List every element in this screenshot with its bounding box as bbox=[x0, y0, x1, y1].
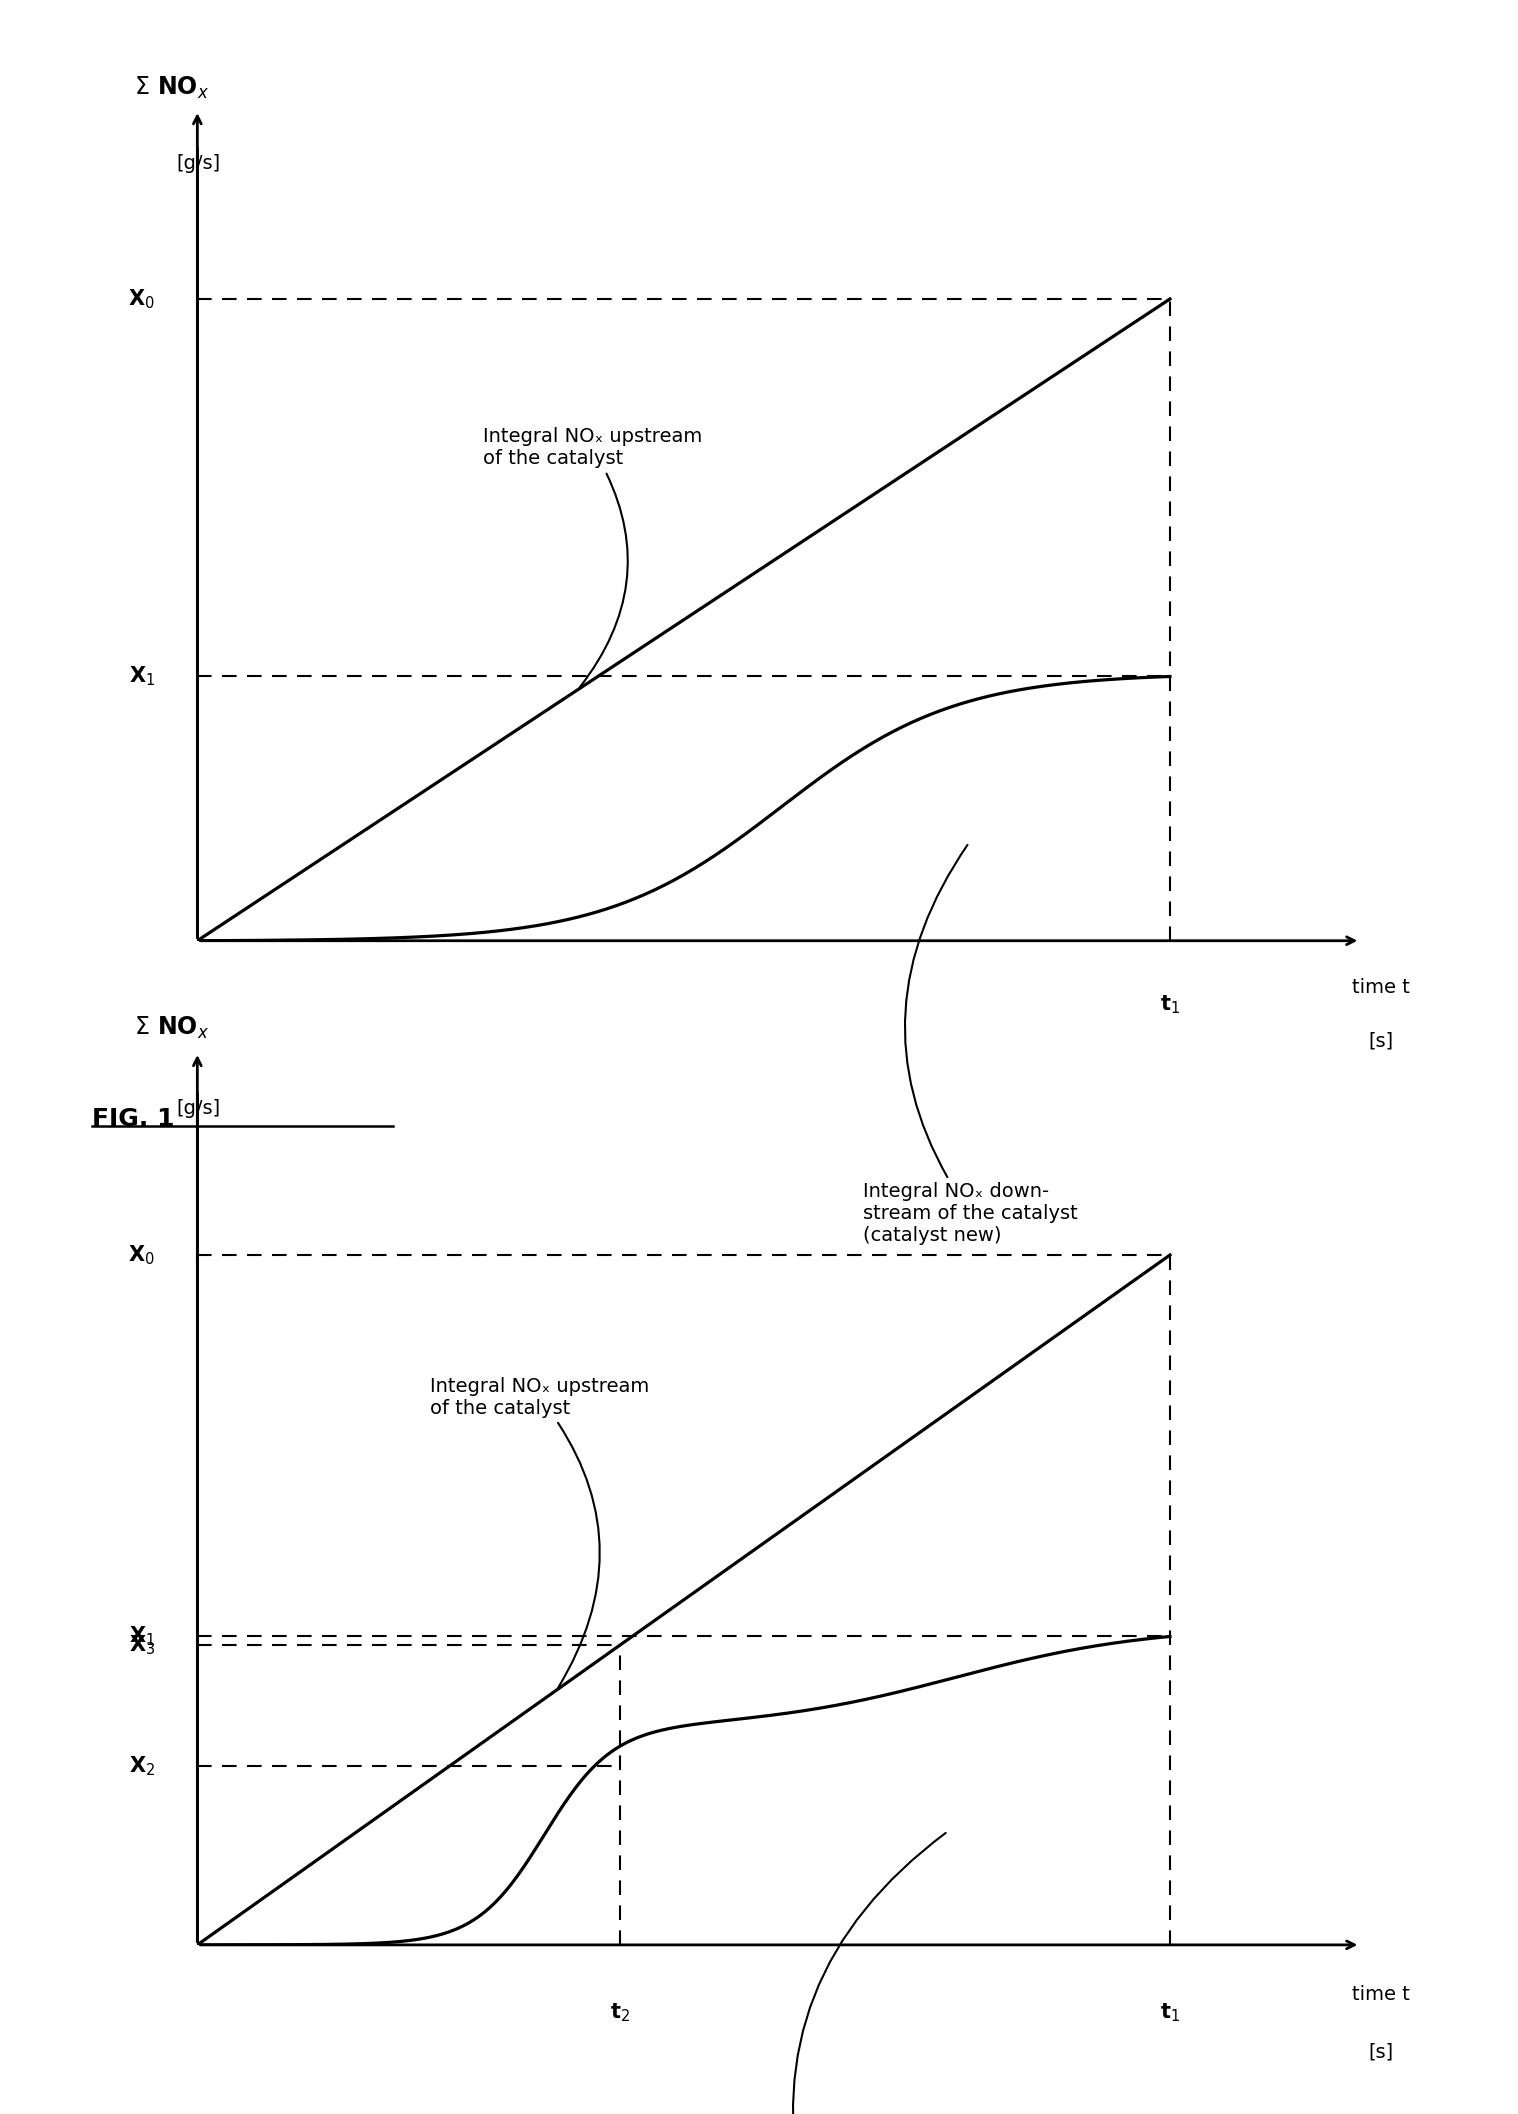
Text: t$_2$: t$_2$ bbox=[610, 2002, 630, 2025]
Text: Integral NOₓ down-
stream of the catalyst
(catalyst old): Integral NOₓ down- stream of the catalys… bbox=[704, 1833, 946, 2114]
Text: time t: time t bbox=[1353, 1985, 1410, 2004]
Text: Integral NOₓ upstream
of the catalyst: Integral NOₓ upstream of the catalyst bbox=[483, 427, 701, 687]
Text: $\Sigma$ NO$_x$: $\Sigma$ NO$_x$ bbox=[134, 74, 209, 101]
Text: time t: time t bbox=[1353, 979, 1410, 998]
Text: [g/s]: [g/s] bbox=[176, 154, 220, 173]
Text: FIG. 1: FIG. 1 bbox=[91, 1108, 175, 1131]
Text: Integral NOₓ down-
stream of the catalyst
(catalyst new): Integral NOₓ down- stream of the catalys… bbox=[864, 846, 1078, 1245]
Text: X$_2$: X$_2$ bbox=[129, 1755, 155, 1778]
Text: X$_3$: X$_3$ bbox=[129, 1634, 155, 1657]
Text: Integral NOₓ upstream
of the catalyst: Integral NOₓ upstream of the catalyst bbox=[430, 1376, 650, 1687]
Text: X$_1$: X$_1$ bbox=[129, 664, 155, 689]
Text: X$_1$: X$_1$ bbox=[129, 1626, 155, 1649]
Text: X$_0$: X$_0$ bbox=[129, 288, 155, 311]
Text: $\Sigma$ NO$_x$: $\Sigma$ NO$_x$ bbox=[134, 1015, 209, 1040]
Text: [s]: [s] bbox=[1369, 1032, 1394, 1051]
Text: X$_0$: X$_0$ bbox=[129, 1243, 155, 1266]
Text: t$_1$: t$_1$ bbox=[1160, 2002, 1179, 2025]
Text: [g/s]: [g/s] bbox=[176, 1099, 220, 1118]
Text: [s]: [s] bbox=[1369, 2042, 1394, 2061]
Text: t$_1$: t$_1$ bbox=[1160, 994, 1179, 1017]
